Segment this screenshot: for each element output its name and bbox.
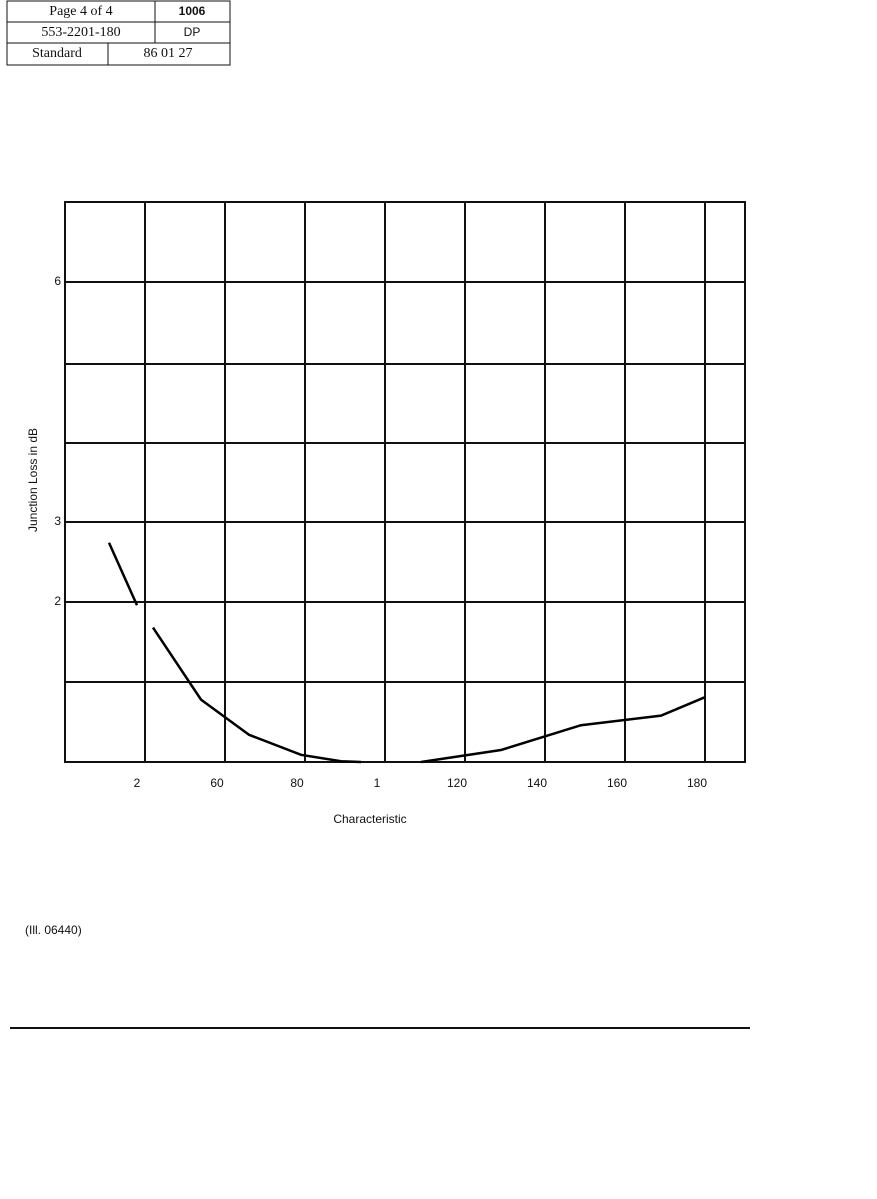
table-cell: 1006 — [179, 4, 206, 18]
x-tick-label: 2 — [134, 776, 141, 790]
table-cell: 86 01 27 — [144, 46, 193, 61]
figure-id: (Ill. 06440) — [25, 923, 82, 937]
table-cell: DP — [184, 25, 201, 39]
y-axis-label: Junction Loss in dB — [26, 428, 40, 532]
table-cell: 553-2201-180 — [41, 25, 120, 40]
x-tick-label: 160 — [607, 776, 627, 790]
header-table: Page 4 of 4 1006 553-2201-180 DP Standar… — [6, 0, 231, 66]
table-border — [6, 0, 231, 66]
x-tick-label: 140 — [527, 776, 547, 790]
data-line — [107, 542, 706, 764]
x-tick-label: 1 — [374, 776, 381, 790]
plot: 2 60 80 1 120 140 160 180 2 3 6 — [54, 202, 745, 790]
plot-frame — [64, 201, 746, 763]
x-tick-label: 80 — [290, 776, 304, 790]
x-tick-label: 180 — [687, 776, 707, 790]
x-tick-label: 120 — [447, 776, 467, 790]
x-axis-label: Characteristic — [333, 812, 406, 826]
x-tick-label: 60 — [210, 776, 224, 790]
table-cell: Standard — [32, 46, 82, 61]
table-cell: Page 4 of 4 — [49, 4, 112, 19]
y-tick-label: 2 — [54, 594, 61, 608]
y-tick-label: 3 — [54, 514, 61, 528]
y-tick-label: 6 — [54, 274, 61, 288]
